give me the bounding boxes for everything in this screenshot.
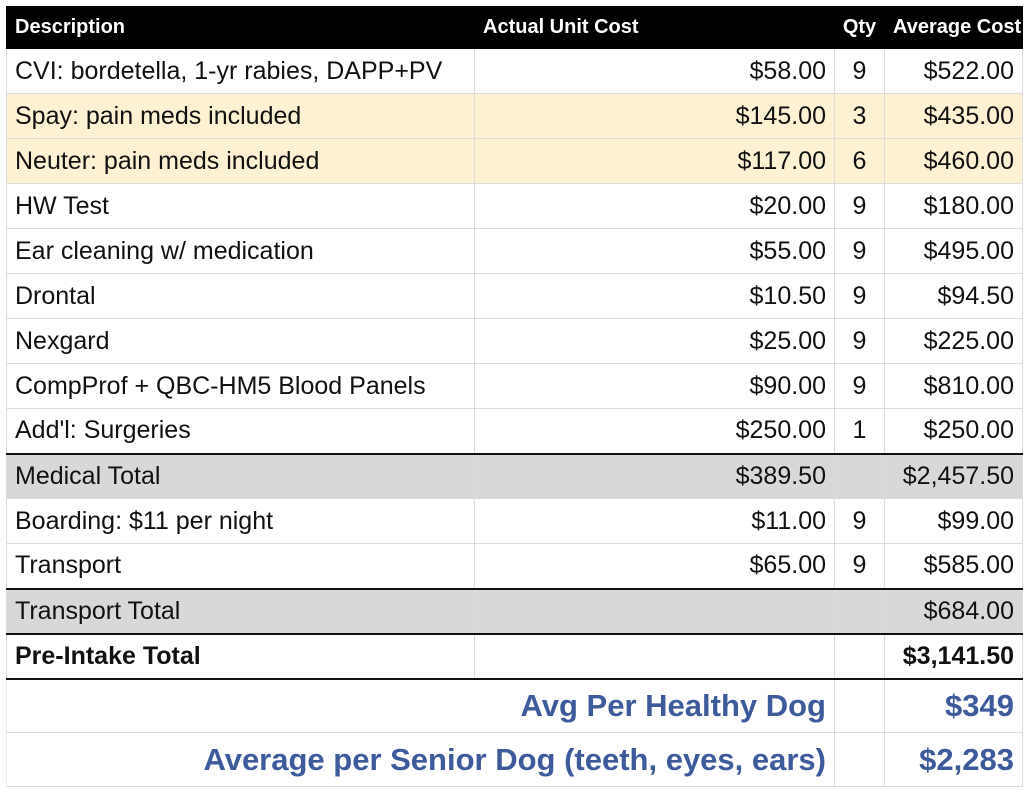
qty-cell[interactable]: 9 [834,498,885,544]
table-row: Spay: pain meds included $145.00 3 $435.… [6,93,1023,139]
qty-cell[interactable]: 9 [834,543,885,589]
header-row: Description Actual Unit Cost Qty Average… [6,6,1023,49]
unit-cost-cell[interactable]: $11.00 [474,498,835,544]
table-row: HW Test $20.00 9 $180.00 [6,183,1023,229]
healthy-dog-label[interactable]: Avg Per Healthy Dog [6,678,835,733]
qty-cell[interactable] [834,632,885,680]
unit-cost-cell[interactable]: $117.00 [474,138,835,184]
average-cost-cell[interactable]: $585.00 [884,543,1023,589]
qty-cell[interactable]: 6 [834,138,885,184]
table-row: Boarding: $11 per night $11.00 9 $99.00 [6,498,1023,544]
table-row: CVI: bordetella, 1-yr rabies, DAPP+PV $5… [6,48,1023,94]
average-cost-cell[interactable]: $684.00 [884,587,1023,634]
qty-cell[interactable]: 9 [834,363,885,409]
table-row: CompProf + QBC-HM5 Blood Panels $90.00 9… [6,363,1023,409]
description-cell[interactable]: Neuter: pain meds included [6,138,475,184]
unit-cost-cell[interactable] [474,587,835,634]
average-cost-cell[interactable]: $522.00 [884,48,1023,94]
qty-cell[interactable]: 3 [834,93,885,139]
healthy-dog-value[interactable]: $349 [884,678,1023,733]
table-row: Drontal $10.50 9 $94.50 [6,273,1023,319]
table-row: Ear cleaning w/ medication $55.00 9 $495… [6,228,1023,274]
cost-table: Description Actual Unit Cost Qty Average… [6,6,1023,787]
empty-cell[interactable] [834,732,885,787]
header-description[interactable]: Description [6,6,475,49]
description-cell[interactable]: Pre-Intake Total [6,632,475,680]
unit-cost-cell[interactable]: $20.00 [474,183,835,229]
qty-cell[interactable] [834,587,885,634]
healthy-dog-row: Avg Per Healthy Dog $349 [6,678,1023,733]
qty-cell[interactable] [834,452,885,499]
unit-cost-cell[interactable]: $250.00 [474,408,835,454]
senior-dog-label[interactable]: Average per Senior Dog (teeth, eyes, ear… [6,732,835,787]
qty-cell[interactable]: 9 [834,48,885,94]
average-cost-cell[interactable]: $495.00 [884,228,1023,274]
unit-cost-cell[interactable]: $55.00 [474,228,835,274]
average-cost-cell[interactable]: $94.50 [884,273,1023,319]
table-row: Neuter: pain meds included $117.00 6 $46… [6,138,1023,184]
unit-cost-cell[interactable]: $145.00 [474,93,835,139]
description-cell[interactable]: CVI: bordetella, 1-yr rabies, DAPP+PV [6,48,475,94]
average-cost-cell[interactable]: $460.00 [884,138,1023,184]
unit-cost-cell[interactable]: $25.00 [474,318,835,364]
empty-cell[interactable] [834,678,885,733]
transport-total-row: Transport Total $684.00 [6,587,1023,634]
description-cell[interactable]: Add'l: Surgeries [6,408,475,454]
description-cell[interactable]: CompProf + QBC-HM5 Blood Panels [6,363,475,409]
pre-intake-total-row: Pre-Intake Total $3,141.50 [6,632,1023,680]
description-cell[interactable]: Transport Total [6,587,475,634]
description-cell[interactable]: Drontal [6,273,475,319]
description-cell[interactable]: HW Test [6,183,475,229]
average-cost-cell[interactable]: $2,457.50 [884,452,1023,499]
qty-cell[interactable]: 9 [834,228,885,274]
table-row: Transport $65.00 9 $585.00 [6,543,1023,589]
qty-cell[interactable]: 1 [834,408,885,454]
header-qty[interactable]: Qty [834,6,885,49]
average-cost-cell[interactable]: $3,141.50 [884,632,1023,680]
unit-cost-cell[interactable]: $389.50 [474,452,835,499]
description-cell[interactable]: Nexgard [6,318,475,364]
average-cost-cell[interactable]: $250.00 [884,408,1023,454]
senior-dog-row: Average per Senior Dog (teeth, eyes, ear… [6,732,1023,787]
qty-cell[interactable]: 9 [834,273,885,319]
description-cell[interactable]: Medical Total [6,452,475,499]
table-row: Add'l: Surgeries $250.00 1 $250.00 [6,408,1023,454]
average-cost-cell[interactable]: $180.00 [884,183,1023,229]
description-cell[interactable]: Spay: pain meds included [6,93,475,139]
unit-cost-cell[interactable]: $90.00 [474,363,835,409]
unit-cost-cell[interactable]: $10.50 [474,273,835,319]
qty-cell[interactable]: 9 [834,183,885,229]
description-cell[interactable]: Boarding: $11 per night [6,498,475,544]
senior-dog-value[interactable]: $2,283 [884,732,1023,787]
medical-total-row: Medical Total $389.50 $2,457.50 [6,452,1023,499]
table-row: Nexgard $25.00 9 $225.00 [6,318,1023,364]
unit-cost-cell[interactable]: $65.00 [474,543,835,589]
description-cell[interactable]: Transport [6,543,475,589]
description-cell[interactable]: Ear cleaning w/ medication [6,228,475,274]
average-cost-cell[interactable]: $435.00 [884,93,1023,139]
average-cost-cell[interactable]: $99.00 [884,498,1023,544]
average-cost-cell[interactable]: $810.00 [884,363,1023,409]
header-average-cost[interactable]: Average Cost [884,6,1023,49]
qty-cell[interactable]: 9 [834,318,885,364]
average-cost-cell[interactable]: $225.00 [884,318,1023,364]
unit-cost-cell[interactable]: $58.00 [474,48,835,94]
unit-cost-cell[interactable] [474,632,835,680]
header-unit-cost[interactable]: Actual Unit Cost [474,6,835,49]
